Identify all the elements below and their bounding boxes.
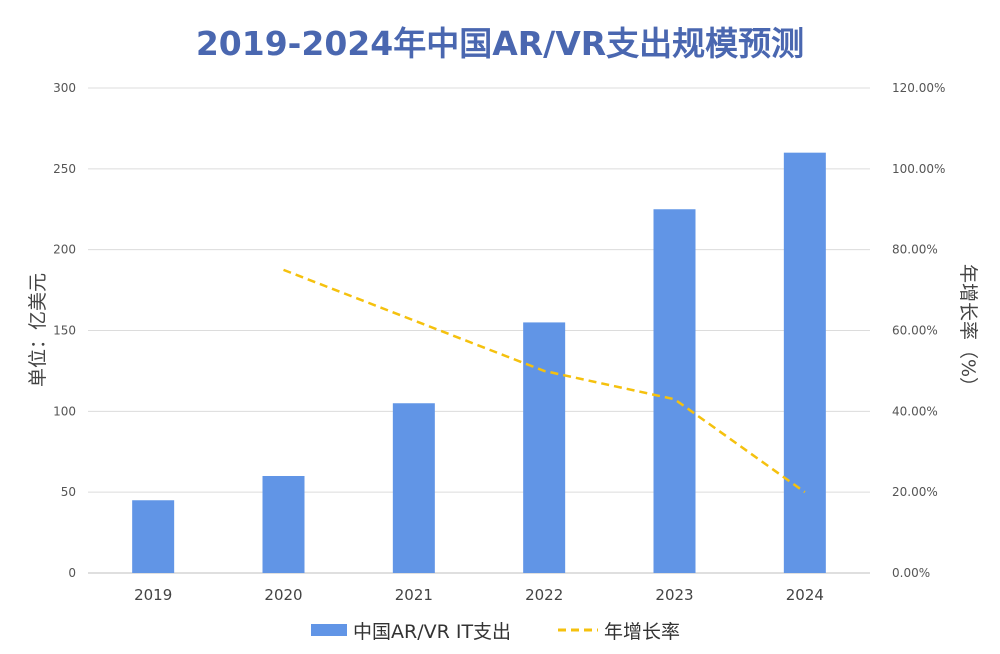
bar	[392, 403, 435, 573]
legend-label-line: 年增长率	[604, 621, 680, 643]
left-tick-label: 100	[53, 404, 76, 418]
legend: 中国AR/VR IT支出 年增长率	[311, 621, 680, 643]
left-tick-label: 150	[53, 324, 76, 338]
line-series	[283, 268, 806, 494]
grid-lines	[88, 87, 870, 574]
growth-line	[283, 268, 806, 494]
right-tick-label: 100.00%	[892, 162, 945, 176]
left-axis-ticks: 0 50 100 150 200 250 300	[53, 81, 76, 580]
x-tick-label: 2023	[655, 586, 693, 604]
x-tick-label: 2021	[395, 586, 433, 604]
x-tick-label: 2019	[134, 586, 172, 604]
right-tick-label: 120.00%	[892, 81, 945, 95]
bar-series	[132, 152, 826, 573]
left-axis-title: 单位：亿美元	[27, 273, 49, 387]
bar	[262, 476, 305, 573]
left-tick-label: 300	[53, 81, 76, 95]
legend-swatch-bar	[311, 624, 347, 636]
x-tick-label: 2022	[525, 586, 563, 604]
chart-title: 2019-2024年中国AR/VR支出规模预测	[196, 24, 804, 63]
x-tick-label: 2024	[786, 586, 824, 604]
left-tick-label: 200	[53, 243, 76, 257]
bar	[132, 500, 175, 573]
x-axis-ticks: 2019 2020 2021 2022 2023 2024	[134, 586, 824, 604]
right-tick-label: 60.00%	[892, 324, 938, 338]
bar	[783, 152, 826, 573]
right-axis-ticks: 0.00% 20.00% 40.00% 60.00% 80.00% 100.00% 120.…	[892, 81, 945, 580]
bar	[523, 322, 566, 573]
bar	[653, 209, 696, 573]
left-tick-label: 250	[53, 162, 76, 176]
left-tick-label: 50	[61, 485, 76, 499]
right-axis-title: 年增长率（%）	[957, 264, 979, 396]
right-tick-label: 0.00%	[892, 566, 930, 580]
x-tick-label: 2020	[264, 586, 302, 604]
right-tick-label: 20.00%	[892, 485, 938, 499]
right-tick-label: 80.00%	[892, 243, 938, 257]
legend-label-bar: 中国AR/VR IT支出	[353, 621, 511, 643]
left-tick-label: 0	[68, 566, 76, 580]
right-tick-label: 40.00%	[892, 404, 938, 418]
